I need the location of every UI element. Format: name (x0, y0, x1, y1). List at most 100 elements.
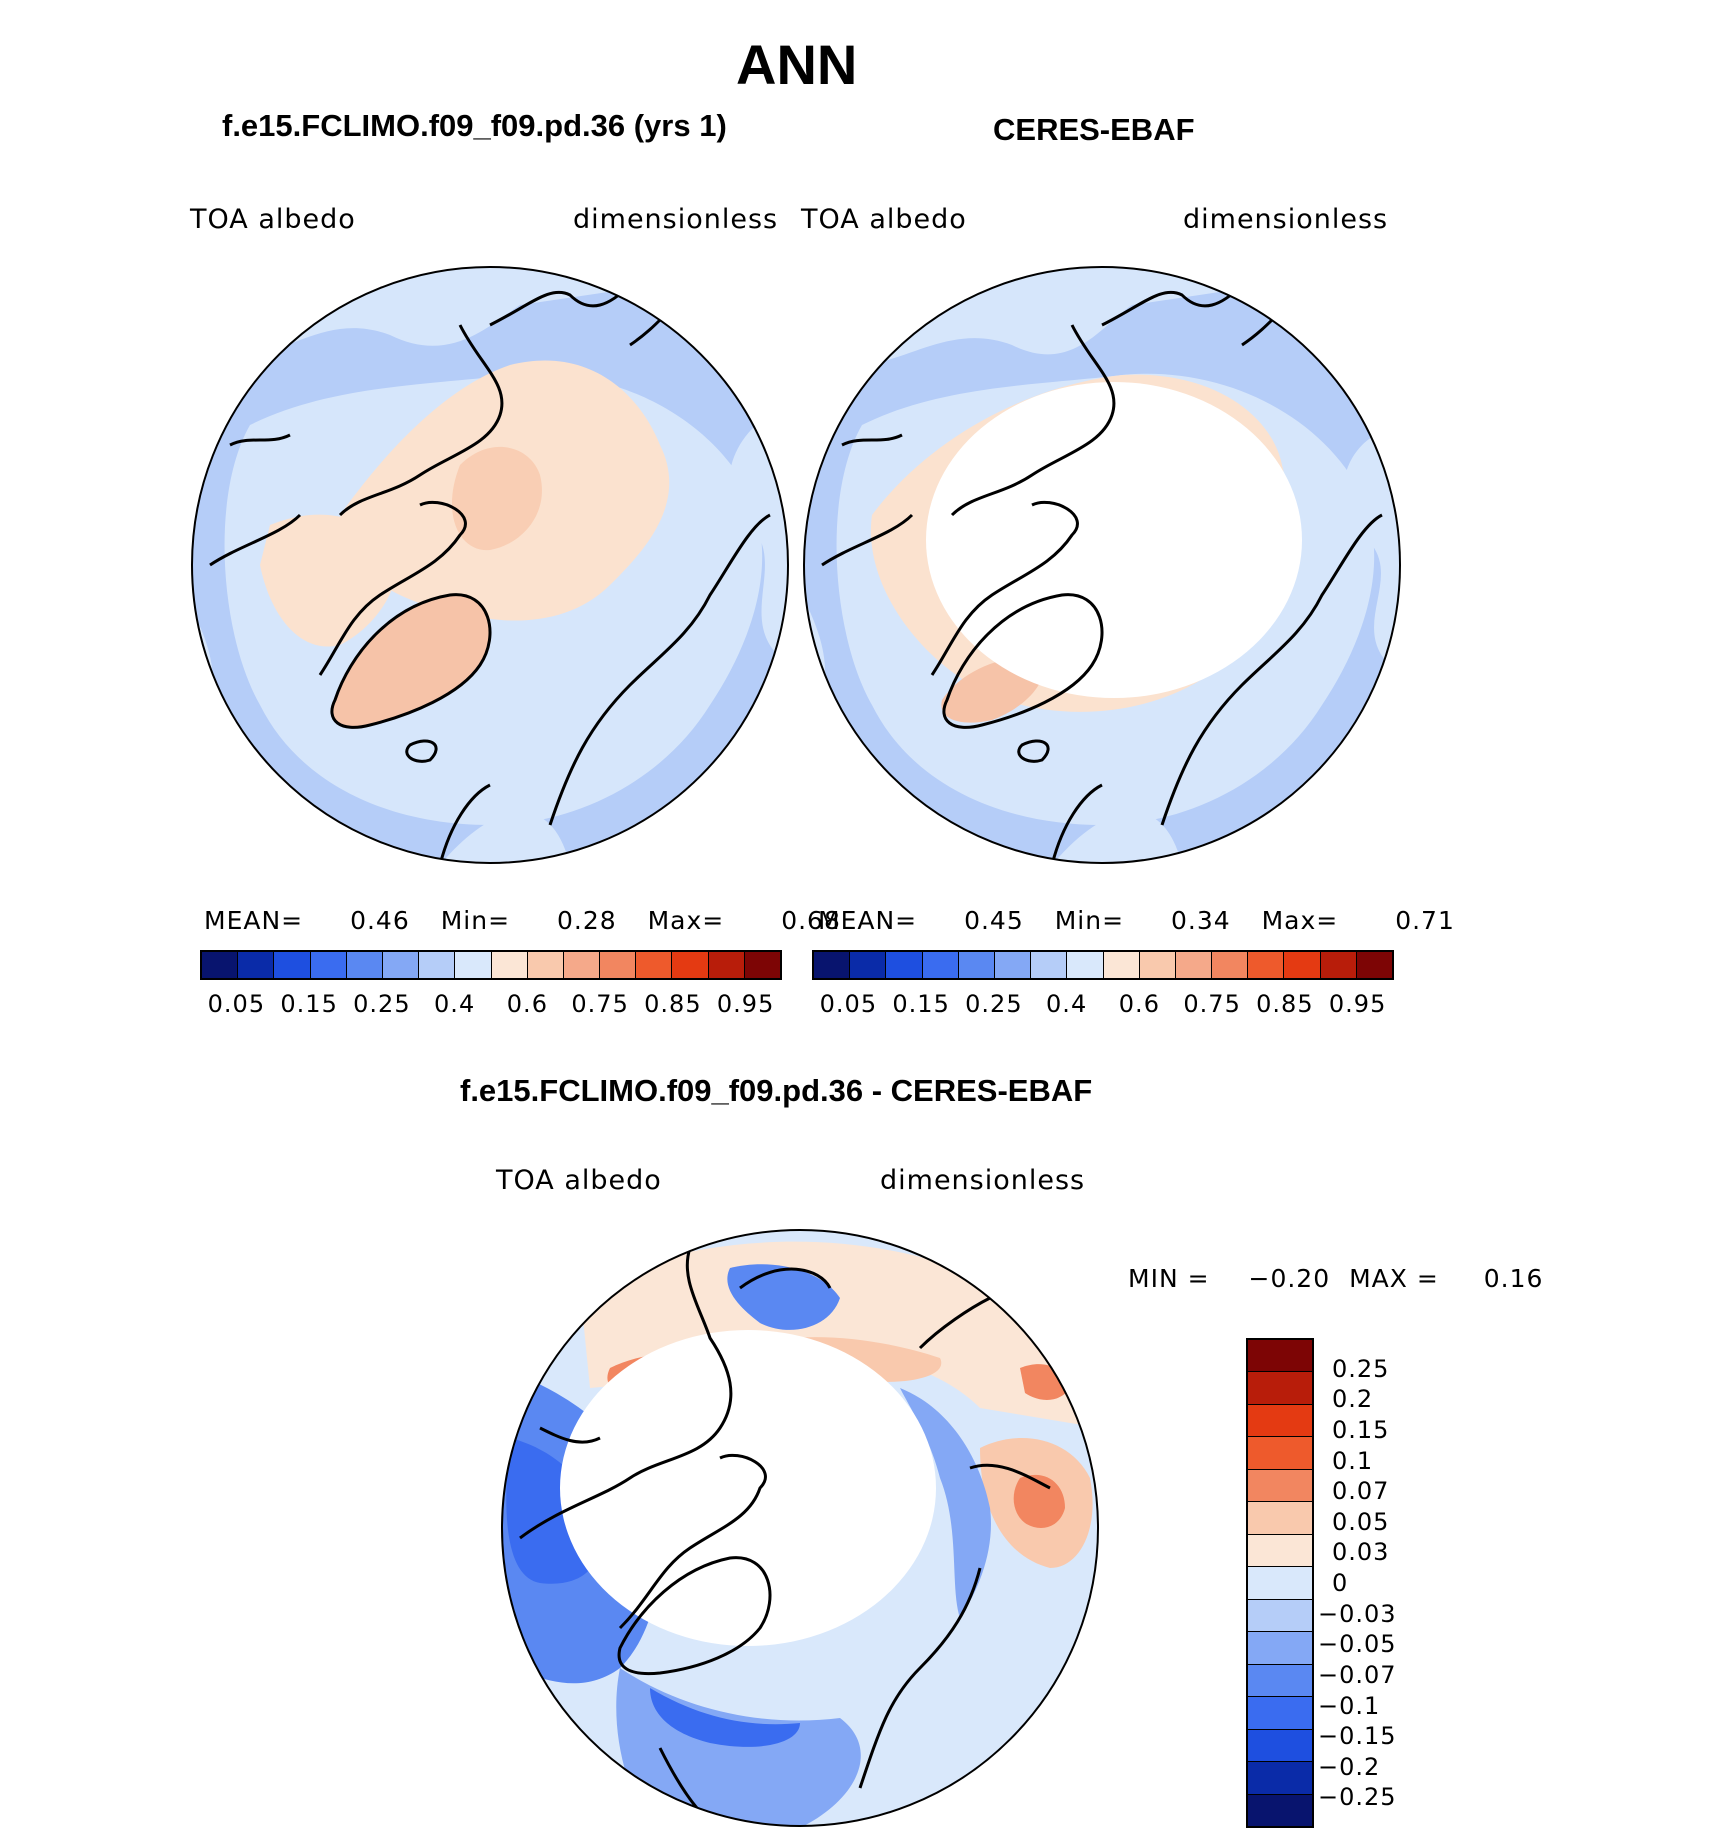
max-label: Max= (647, 906, 725, 935)
colorbar-ticks-diff: 0.25 0.2 0.15 0.1 0.07 0.05 0.03 0 −0.03 −0.05 −0.… (1318, 1338, 1438, 1828)
colorbar-swatch (1067, 952, 1104, 978)
colorbar-tick-label: 0.95 (716, 990, 775, 1018)
colorbar-swatch (1139, 952, 1176, 978)
colorbar-tick-label: 0.15 (280, 990, 338, 1018)
figure-title: ANN (736, 33, 858, 96)
mean-label: MEAN= (818, 906, 918, 935)
colorbar-swatch (563, 952, 601, 978)
colorbar-swatch (636, 952, 673, 978)
panel-title-obs: CERES-EBAF (993, 112, 1195, 147)
negative-ring-east (900, 1388, 991, 1618)
colorbar-swatch (310, 952, 347, 978)
colorbar-swatch (1248, 1502, 1312, 1535)
max-label: MAX = (1349, 1264, 1439, 1293)
colorbar-swatch (886, 952, 923, 978)
colorbar-ticks-obs: 0.05 0.15 0.25 0.4 0.6 0.75 0.85 0.95 (812, 990, 1394, 1020)
missing-data-polar-cap (560, 1330, 936, 1646)
min-label: Min= (1054, 906, 1125, 935)
canada-high-albedo (260, 514, 397, 647)
colorbar-swatch (382, 952, 420, 978)
polar-map-diff (501, 1229, 1099, 1827)
coastlines (209, 283, 771, 863)
coastlines (519, 1247, 1051, 1826)
colorbar-tick-label: 0.15 (892, 990, 950, 1018)
colorbar-tick-label: 0.6 (506, 990, 548, 1018)
colorbar-swatch (922, 952, 959, 978)
colorbar-tick-label: 0.25 (965, 990, 1023, 1018)
colorbar-swatch (455, 952, 492, 978)
colorbar-tick-label: −0.1 (1318, 1691, 1381, 1720)
min-label: MIN = (1128, 1264, 1210, 1293)
colorbar-tick-label: −0.05 (1318, 1630, 1397, 1659)
colorbar-tick-label: 0.75 (571, 990, 629, 1018)
variable-label-model: TOA albedo (190, 204, 356, 235)
variable-label-obs: TOA albedo (801, 204, 967, 235)
colorbar-swatch (346, 952, 383, 978)
strong-negative-south (650, 1688, 800, 1747)
colorbar-tick-label: 0.6 (1118, 990, 1160, 1018)
missing-data-polar-cap (926, 382, 1302, 698)
colorbar-swatch (708, 952, 745, 978)
panel-title-model: f.e15.FCLIMO.f09_f09.pd.36 (yrs 1) (222, 108, 727, 143)
colorbar-swatch (274, 952, 311, 978)
colorbar-swatch (1248, 1632, 1312, 1665)
colorbar-swatch (1248, 1469, 1312, 1503)
slight-positive-north (580, 1241, 1098, 1428)
colorbar-tick-label: 0.2 (1332, 1385, 1374, 1414)
colorbar-tick-label: 0.1 (1332, 1446, 1374, 1475)
colorbar-ticks-model: 0.05 0.15 0.25 0.4 0.6 0.75 0.85 0.95 (200, 990, 782, 1020)
colorbar-swatch (958, 952, 995, 978)
colorbar-swatch (238, 952, 275, 978)
min-value: 0.34 (1170, 906, 1231, 935)
panel-title-diff: f.e15.FCLIMO.f09_f09.pd.36 - CERES-EBAF (460, 1073, 1093, 1108)
units-label-model: dimensionless (573, 204, 779, 235)
colorbar-swatch (600, 952, 637, 978)
colorbar-swatch (1356, 952, 1392, 978)
colorbar-tick-label: 0.25 (353, 990, 411, 1018)
colorbar-tick-label: 0.95 (1328, 990, 1387, 1018)
colorbar-swatch (814, 952, 851, 978)
colorbar-swatch (1248, 1794, 1312, 1827)
min-value: 0.28 (556, 906, 617, 935)
colorbar-tick-label: 0.05 (819, 990, 878, 1018)
polar-map-model (191, 266, 789, 864)
negative-north-patch (727, 1264, 840, 1330)
colorbar-swatch (1212, 952, 1249, 978)
colorbar-swatch (994, 952, 1032, 978)
colorbar-swatch (1031, 952, 1068, 978)
colorbar-swatch (1248, 1437, 1312, 1470)
min-label: Min= (440, 906, 511, 935)
colorbar-tick-label: 0.85 (1256, 990, 1314, 1018)
colorbar-swatch (1248, 1372, 1312, 1405)
colorbar-swatch (202, 952, 239, 978)
polar-map-obs (803, 266, 1401, 864)
colorbar-swatch (1248, 1599, 1312, 1633)
colorbar-swatch (1248, 1664, 1312, 1698)
min-value: −0.20 (1248, 1264, 1331, 1293)
colorbar-swatch (419, 952, 456, 978)
colorbar-swatch (1248, 1762, 1312, 1795)
colorbar-diff (1246, 1338, 1314, 1828)
units-label-diff: dimensionless (880, 1165, 1086, 1196)
colorbar-tick-label: −0.25 (1318, 1783, 1397, 1812)
colorbar-swatch (672, 952, 709, 978)
mean-value: 0.46 (350, 906, 410, 935)
colorbar-swatch (1320, 952, 1357, 978)
colorbar-swatch (850, 952, 887, 978)
colorbar-obs (812, 950, 1394, 980)
strong-positive-east (1013, 1474, 1065, 1528)
colorbar-tick-label: 0.4 (434, 990, 476, 1018)
colorbar-swatch (1175, 952, 1213, 978)
colorbar-tick-label: −0.2 (1318, 1752, 1381, 1781)
colorbar-tick-label: 0.15 (1332, 1415, 1390, 1444)
colorbar-swatch (1248, 1697, 1312, 1730)
colorbar-tick-label: −0.03 (1318, 1599, 1397, 1628)
arctic-central-ice (451, 446, 542, 551)
units-label-obs: dimensionless (1183, 204, 1389, 235)
max-value: 0.16 (1483, 1264, 1544, 1293)
max-label: Max= (1261, 906, 1339, 935)
colorbar-tick-label: 0.03 (1332, 1538, 1390, 1567)
colorbar-tick-label: 0.05 (207, 990, 266, 1018)
colorbar-swatch (1248, 1567, 1312, 1600)
colorbar-swatch (1284, 952, 1321, 978)
